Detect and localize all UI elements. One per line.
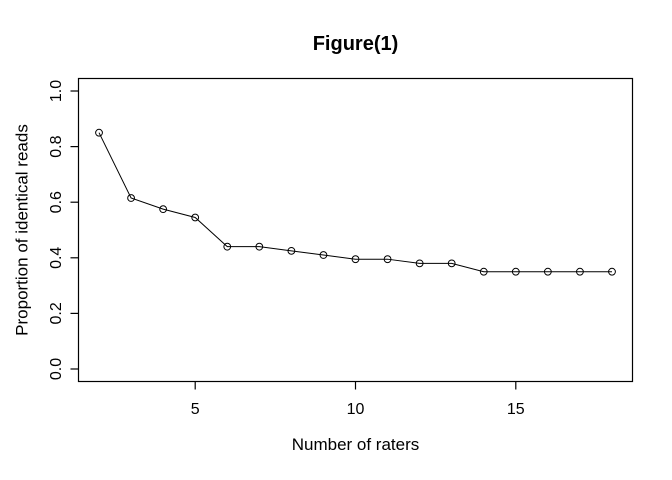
chart-title: Figure(1) [313,33,399,55]
data-point [255,242,264,251]
plot-area-border [77,77,634,383]
x-tick-label: 10 [347,401,365,418]
x-tick-label: 15 [507,401,525,418]
data-point [576,267,584,276]
y-tick-label: 0.8 [48,135,65,157]
y-tick-label: 0.6 [48,191,65,213]
data-point [287,246,296,255]
data-series [95,128,616,276]
data-point [351,255,360,264]
data-point [383,255,392,264]
data-point [511,267,520,276]
data-point [447,259,456,268]
y-tick-label: 1.0 [48,80,65,102]
y-axis-label: Proportion of identical reads [13,124,32,336]
data-point [608,267,616,276]
data-point [415,259,424,268]
data-point [159,205,168,214]
y-tick-label: 0.0 [48,358,65,380]
y-tick-label: 0.4 [48,247,65,269]
data-point [543,267,552,276]
data-point [191,213,200,222]
x-axis-label: Number of raters [292,435,420,454]
x-tick-label: 5 [191,401,200,418]
y-axis-ticks: 0.0 0.2 0.4 0.6 0.8 1.0 [48,80,79,380]
y-tick-label: 0.2 [48,302,65,324]
data-point [319,251,328,259]
data-point [223,242,232,251]
data-point [127,194,135,202]
data-point [479,267,488,276]
x-axis-ticks: 5 10 15 [191,381,525,418]
series-line [98,132,612,273]
data-point [95,128,103,137]
